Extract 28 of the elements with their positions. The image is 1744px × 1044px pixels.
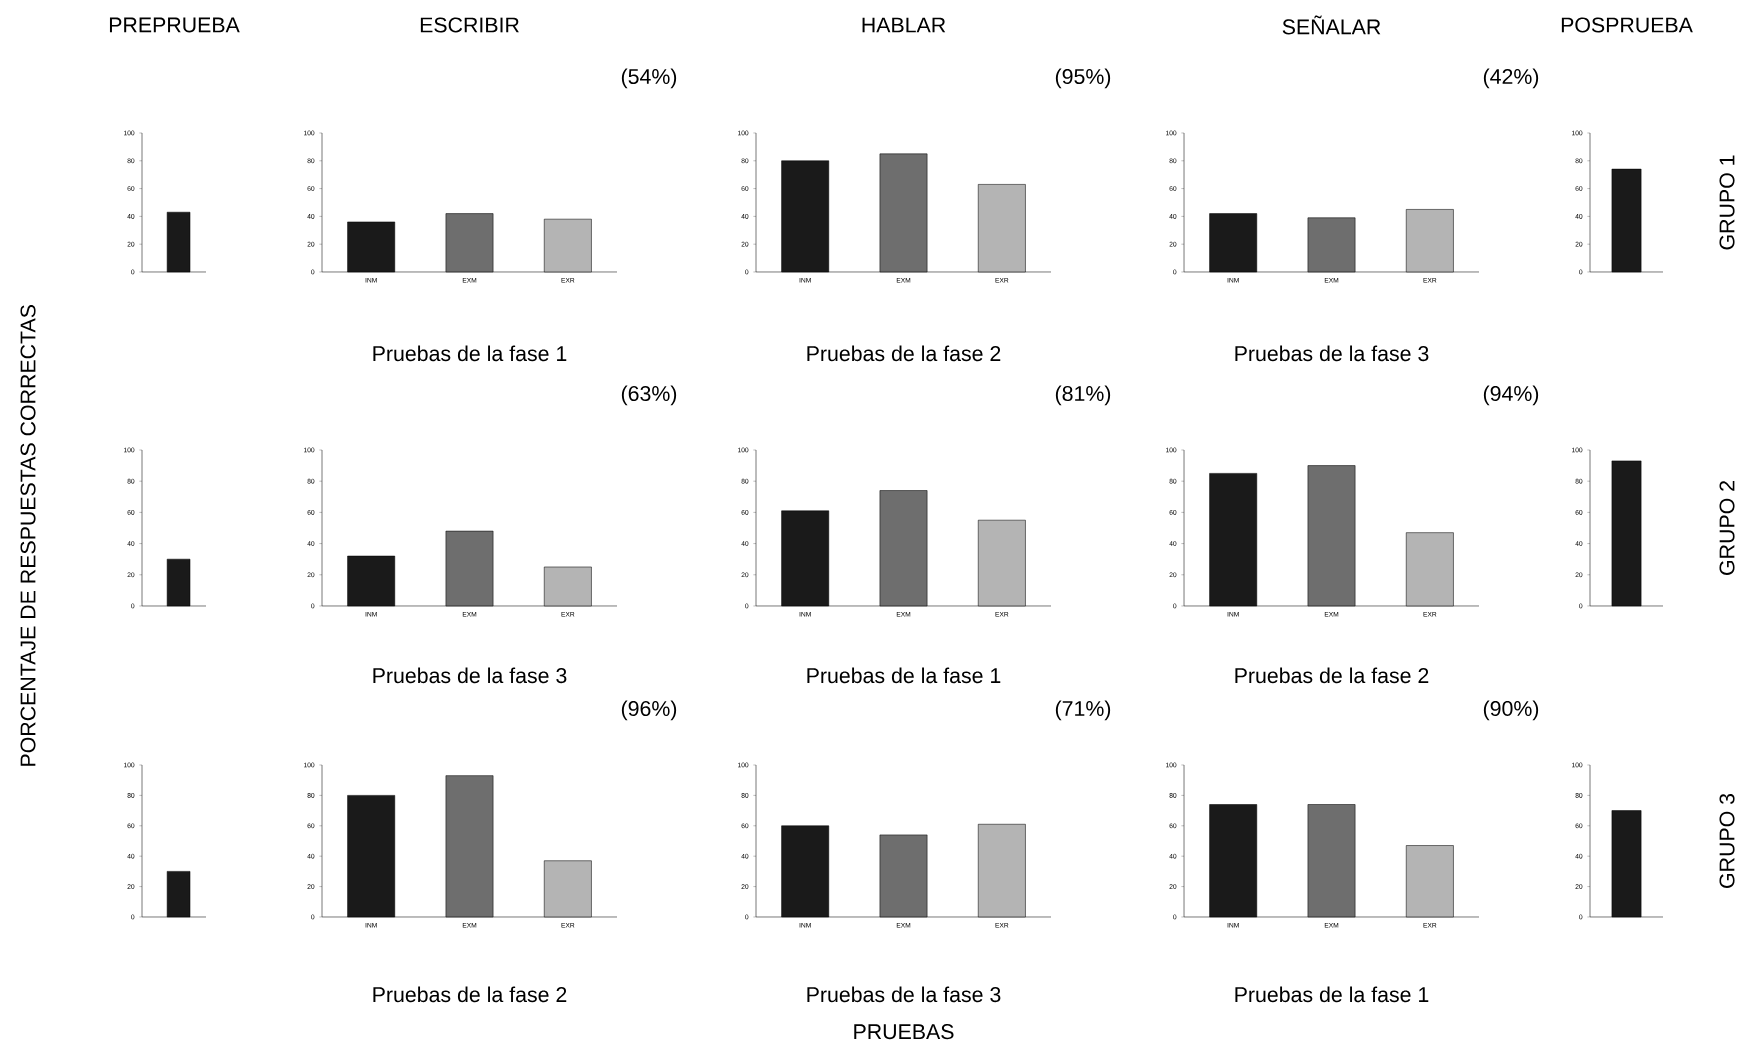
x-axis-title: Pruebas de la fase 1 [373,345,567,362]
chart-title: HABLAR [862,17,946,33]
chart-title: SEÑALAR [1282,15,1381,35]
text: (54%) [621,68,677,89]
text: (94%) [1483,385,1539,406]
x-axis-title: Pruebas de la fase 2 [373,986,567,1003]
text: PRUEBAS [854,1024,954,1040]
y-axis-title: PORCENTAJE DE RESPUESTAS CORRECTAS [20,305,36,766]
chart-title: PREPRUEBA [109,17,240,33]
y2-axis-title: GRUPO 3 [1719,793,1735,888]
x-axis-title: Pruebas de la fase 2 [1235,667,1429,684]
text: (96%) [621,700,677,721]
chart-title: ESCRIBIR [420,17,519,33]
x-axis-title: Pruebas de la fase 3 [1235,345,1429,362]
y2-axis-title: GRUPO 1 [1719,155,1735,250]
chart-title: POSPRUEBA [1561,17,1693,33]
y2-axis-title: GRUPO 2 [1719,481,1735,575]
x-axis-title: Pruebas de la fase 1 [1235,986,1429,1003]
x-axis-title: Pruebas de la fase 1 [807,667,1001,684]
x-axis-title: Pruebas de la fase 3 [807,986,1001,1003]
text: (90%) [1483,700,1539,721]
text: (71%) [1055,700,1111,721]
text: (81%) [1055,385,1111,406]
x-axis-title: Pruebas de la fase 2 [807,345,1001,362]
text: (63%) [621,385,677,406]
x-axis-title: Pruebas de la fase 3 [373,667,567,684]
text: (95%) [1055,68,1111,89]
text: (42%) [1483,68,1539,89]
